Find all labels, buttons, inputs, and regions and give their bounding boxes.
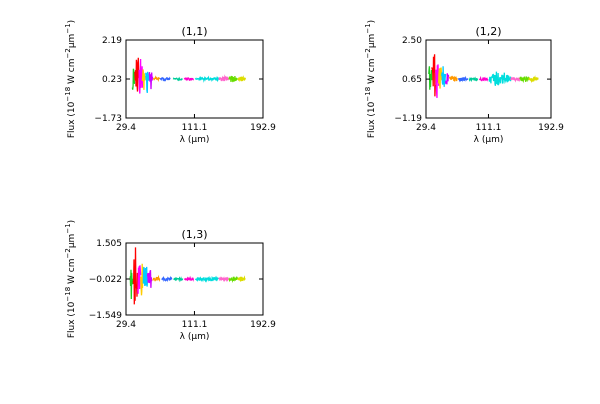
series-line-5 — [148, 71, 154, 90]
series-line-7 — [161, 275, 173, 283]
panel-1-3: 29.4 111.1 192.9 −1.549 −0.022 1.505 (1,3) λ (μ… — [64, 220, 276, 342]
x-tick-label: 29.4 — [116, 123, 136, 133]
x-axis-label: λ (μm) — [180, 135, 210, 145]
series-line-3 — [140, 263, 144, 296]
series-line-6 — [152, 75, 161, 83]
series-line-4 — [142, 266, 149, 287]
y-tick-label: −1.19 — [394, 114, 422, 124]
panel-1-2: 29.4 111.1 192.9 −1.19 0.65 2.50 (1,2) λ (μm) Fl… — [364, 20, 564, 145]
y-tick-label: −1.73 — [94, 114, 122, 124]
series-line-2 — [136, 265, 142, 294]
x-tick-label: 192.9 — [250, 320, 276, 330]
series-line-9 — [183, 275, 195, 282]
x-tick-label: 192.9 — [250, 123, 276, 133]
series-line-13 — [528, 75, 539, 83]
series-line-3 — [438, 67, 443, 89]
series-line-8 — [172, 76, 183, 82]
y-axis-label-superscript: −2 — [64, 248, 72, 258]
panel-title: (1,3) — [181, 228, 207, 241]
y-axis-label-superscript: −2 — [64, 48, 72, 58]
x-axis-label: λ (μm) — [474, 135, 504, 145]
y-axis-label-part: Flux (10 — [367, 101, 377, 138]
y-axis-label-part: μm — [367, 34, 377, 49]
series-line-7 — [457, 75, 469, 83]
y-axis-label: Flux (10−18 W cm−2μm−1) — [64, 220, 77, 338]
series-line-7 — [159, 76, 171, 82]
y-tick-label: 2.50 — [402, 36, 422, 46]
series-line-0 — [428, 66, 433, 90]
y-axis-label-part: W cm — [367, 59, 377, 87]
series-line-5 — [444, 73, 450, 85]
x-tick-label: 29.4 — [416, 123, 436, 133]
panel-title: (1,1) — [181, 25, 207, 38]
series-line-9 — [183, 77, 195, 82]
y-tick-label: 0.65 — [402, 75, 422, 85]
series-line-6 — [448, 75, 458, 82]
series-line-10 — [194, 275, 220, 283]
y-axis-label: Flux (10−18 W cm−2μm−1) — [364, 20, 377, 138]
y-axis-label-superscript: −1 — [64, 23, 72, 33]
y-tick-label: 1.505 — [96, 239, 122, 249]
series-line-4 — [145, 71, 150, 93]
series-line-6 — [152, 274, 161, 282]
y-axis-label-part: μm — [67, 34, 77, 49]
series-line-12 — [519, 76, 530, 84]
series-line-13 — [237, 75, 247, 83]
x-tick-label: 111.1 — [182, 320, 208, 330]
series-line-12 — [228, 275, 239, 283]
series-line-11 — [510, 76, 521, 83]
series-line-0 — [129, 269, 134, 300]
series-line-5 — [146, 269, 153, 288]
series-line-10 — [194, 75, 220, 83]
y-tick-label: 2.19 — [102, 36, 122, 46]
y-axis-label-part: W cm — [67, 259, 77, 287]
y-axis-label-superscript: −18 — [364, 87, 372, 102]
x-tick-label: 29.4 — [116, 320, 136, 330]
series-line-13 — [237, 275, 246, 283]
x-tick-label: 192.9 — [538, 123, 564, 133]
series-line-8 — [468, 76, 479, 83]
x-tick-label: 111.1 — [476, 123, 502, 133]
panel-1-1: 29.4 111.1 192.9 −1.73 0.23 2.19 (1,1) λ (μm) Fl… — [64, 20, 276, 145]
y-axis-label-part: ) — [67, 220, 77, 224]
y-axis-label-part: Flux (10 — [67, 301, 77, 338]
series-line-3 — [141, 69, 146, 90]
y-axis-label-part: W cm — [67, 59, 77, 87]
series-line-1 — [431, 54, 437, 97]
series-line-0 — [131, 68, 136, 90]
y-tick-label: −1.549 — [89, 311, 123, 321]
y-axis-label-superscript: −18 — [64, 87, 72, 102]
y-axis-label-superscript: −1 — [364, 23, 372, 33]
series-line-4 — [441, 66, 447, 87]
y-axis-label-part: Flux (10 — [67, 101, 77, 138]
x-tick-label: 111.1 — [182, 123, 208, 133]
series-line-12 — [228, 75, 239, 83]
panel-title: (1,2) — [475, 25, 501, 38]
y-tick-label: 0.23 — [102, 75, 122, 85]
series-line-1 — [134, 57, 140, 92]
y-axis-label-part: ) — [367, 20, 377, 24]
series-line-11 — [218, 74, 229, 82]
y-axis-label-superscript: −1 — [64, 223, 72, 233]
x-axis-label: λ (μm) — [180, 332, 210, 342]
y-axis-label-part: μm — [67, 234, 77, 249]
y-axis-label: Flux (10−18 W cm−2μm−1) — [64, 20, 77, 138]
y-axis-label-superscript: −18 — [64, 287, 72, 302]
series-line-1 — [132, 247, 139, 305]
series-line-10 — [488, 71, 512, 86]
y-axis-label-part: ) — [67, 20, 77, 24]
series-line-8 — [173, 276, 184, 283]
series-line-9 — [478, 75, 489, 82]
y-tick-label: −0.022 — [89, 275, 122, 285]
y-axis-label-superscript: −2 — [364, 48, 372, 58]
series-line-2 — [138, 58, 144, 94]
series-line-11 — [218, 276, 229, 283]
series-line-2 — [434, 64, 440, 98]
